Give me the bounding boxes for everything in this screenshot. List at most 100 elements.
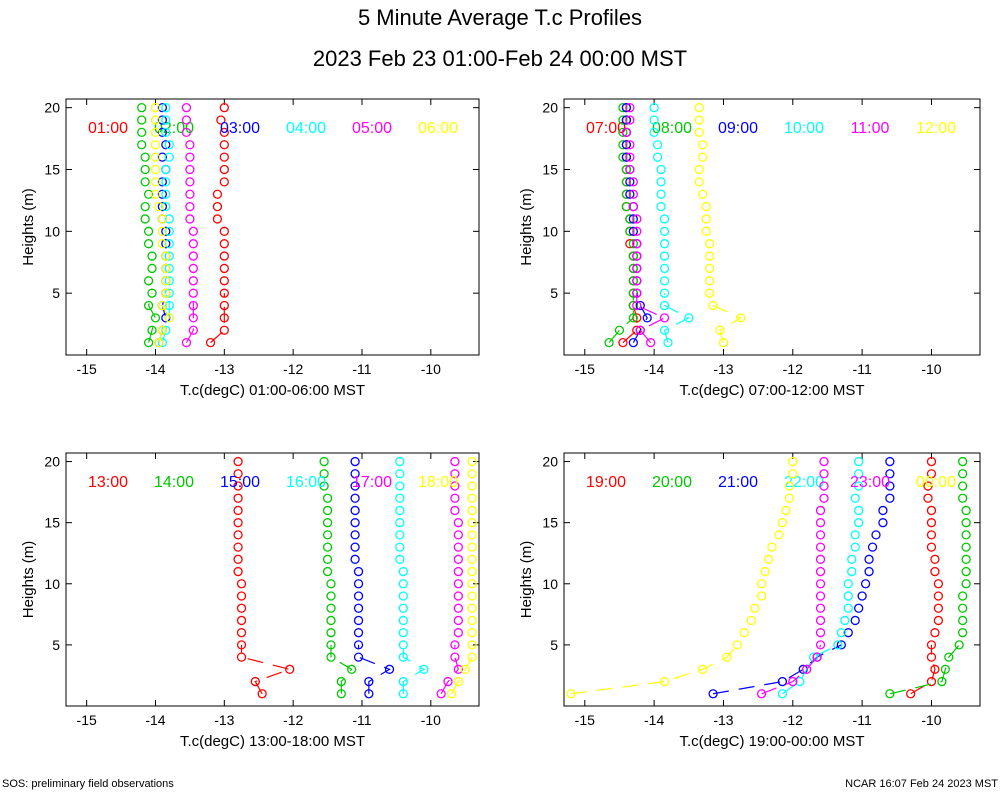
data-point <box>944 652 954 662</box>
data-point <box>219 288 229 298</box>
data-point <box>467 628 477 638</box>
data-point <box>236 579 247 589</box>
series-2200: 22:00 <box>777 456 864 699</box>
series-0800: 08:00 <box>604 103 692 348</box>
data-point <box>322 542 333 552</box>
data-point <box>467 518 477 528</box>
series-label: 15:00 <box>220 474 260 491</box>
data-point <box>140 201 150 212</box>
series-line <box>330 644 353 694</box>
data-point <box>854 505 864 516</box>
data-point <box>621 189 632 199</box>
x-tick-label: -13 <box>214 361 234 377</box>
data-point <box>350 554 360 564</box>
data-point <box>257 689 267 699</box>
data-point <box>467 493 477 503</box>
data-point <box>353 628 364 638</box>
data-point <box>233 505 243 516</box>
data-point <box>157 201 168 212</box>
data-point <box>659 313 670 323</box>
data-point <box>926 676 937 687</box>
data-point <box>453 566 464 577</box>
data-point <box>652 152 663 162</box>
data-point <box>233 566 243 577</box>
data-point <box>185 201 195 212</box>
data-point <box>854 518 864 528</box>
x-axis-label: T.c(degC) 13:00-18:00 MST <box>180 733 365 750</box>
data-point <box>398 591 408 601</box>
data-point <box>621 127 632 138</box>
data-point <box>871 530 881 540</box>
data-point <box>649 127 659 138</box>
data-point <box>698 189 708 199</box>
y-tick-label: 5 <box>52 637 60 653</box>
data-point <box>635 325 645 335</box>
data-point <box>219 276 229 286</box>
y-tick-label: 20 <box>542 100 558 116</box>
data-point <box>635 300 645 311</box>
data-point <box>353 603 364 613</box>
data-point <box>694 127 704 138</box>
data-point <box>188 300 198 311</box>
data-point <box>621 164 632 175</box>
data-point <box>815 628 826 638</box>
data-point <box>926 518 937 528</box>
y-tick-label: 10 <box>542 223 558 239</box>
data-point <box>788 456 798 467</box>
data-point <box>632 300 642 311</box>
data-point <box>350 469 360 479</box>
data-point <box>161 127 171 138</box>
data-point <box>961 579 971 589</box>
data-point <box>161 140 171 150</box>
data-point <box>815 518 826 528</box>
data-point <box>161 251 171 261</box>
plot-frame <box>563 452 981 707</box>
data-point <box>961 505 971 516</box>
data-point <box>618 115 628 125</box>
data-point <box>322 554 333 564</box>
data-point <box>812 652 822 662</box>
data-point <box>450 456 460 467</box>
data-point <box>453 542 464 552</box>
data-point <box>854 469 864 479</box>
data-point <box>322 566 333 577</box>
data-point <box>940 664 950 674</box>
data-point <box>732 640 742 650</box>
data-point <box>347 664 357 674</box>
y-tick-label: 20 <box>44 100 60 116</box>
data-point <box>216 115 226 125</box>
data-point <box>188 239 198 249</box>
data-point <box>926 652 937 662</box>
data-point <box>219 152 229 162</box>
data-point <box>453 676 464 687</box>
y-tick-label: 20 <box>44 454 60 470</box>
data-point <box>704 288 715 298</box>
data-point <box>350 530 360 540</box>
data-point <box>143 337 154 348</box>
data-point <box>137 103 147 113</box>
data-point <box>777 518 788 528</box>
data-point <box>219 103 229 113</box>
data-point <box>181 103 192 113</box>
data-point <box>708 300 718 311</box>
x-tick-label: -11 <box>853 361 872 377</box>
data-point <box>398 628 408 638</box>
data-point <box>150 189 161 199</box>
data-point <box>815 640 826 650</box>
data-point <box>815 530 826 540</box>
data-point <box>398 566 408 577</box>
data-point <box>353 615 364 626</box>
data-point <box>625 152 635 162</box>
x-tick-label: -11 <box>352 361 371 377</box>
data-point <box>625 164 635 175</box>
series-label: 19:00 <box>586 474 626 491</box>
data-point <box>453 554 464 564</box>
data-point <box>698 152 708 162</box>
series-label: 07:00 <box>586 120 626 137</box>
data-point <box>185 214 195 224</box>
data-point <box>236 640 247 650</box>
data-point <box>157 127 168 138</box>
series-1500: 15:00 <box>220 456 395 699</box>
data-point <box>395 456 405 467</box>
series-label: 03:00 <box>220 120 260 137</box>
